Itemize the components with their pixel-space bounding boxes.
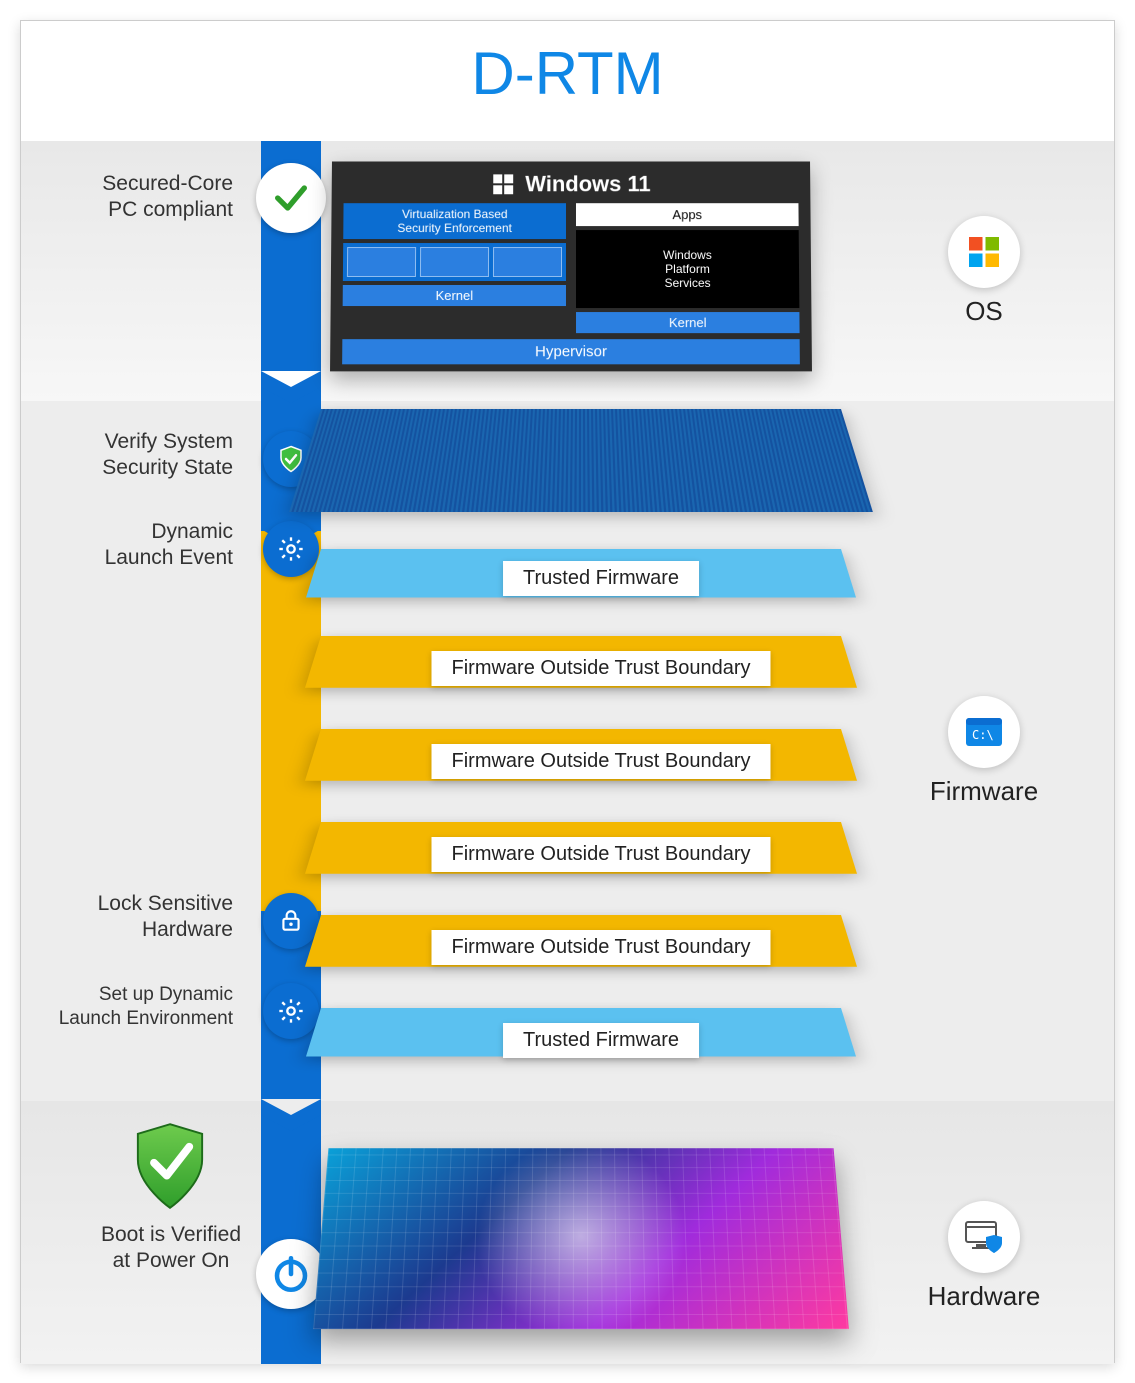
label-verify-state: Verify System Security State [102,429,233,482]
svg-text:C:\: C:\ [972,728,994,742]
trusted-plane-b-label: Trusted Firmware [503,1023,699,1058]
untrusted-plane-1-label: Firmware Outside Trust Boundary [432,651,771,686]
hypervisor-bar: Hypervisor [342,339,800,364]
trustlet-1 [347,247,416,277]
kernel-right: Kernel [576,312,800,333]
windows-header-text: Windows 11 [525,171,650,197]
lock-icon [263,893,319,949]
untrusted-plane-4-label: Firmware Outside Trust Boundary [432,930,771,965]
spine-notch-1b [261,387,321,403]
layer-os-badge: OS [884,216,1084,327]
apps-box: Apps [576,203,799,226]
label-setup-dle: Set up Dynamic Launch Environment [59,983,233,1031]
layer-hardware-badge: Hardware [884,1201,1084,1312]
center-stack: Windows 11 Virtualization Based Security… [351,141,851,1362]
boot-shield-icon [131,1121,209,1211]
fabric-plane [289,409,873,512]
untrusted-plane-3-label: Firmware Outside Trust Boundary [432,837,771,872]
os-card: Windows 11 Virtualization Based Security… [330,161,812,371]
spine-notch-1 [261,371,321,387]
diagram-title: D-RTM [21,21,1114,118]
trustlet-2 [420,247,489,277]
layer-os-label: OS [965,296,1003,327]
terminal-icon: C:\ [948,696,1020,768]
windows-header: Windows 11 [344,171,799,197]
monitor-shield-icon [948,1201,1020,1273]
layer-firmware-label: Firmware [930,776,1038,807]
layer-hardware-label: Hardware [928,1281,1041,1312]
right-layer-column: OS C:\ Firmware Hardware [884,141,1084,1362]
label-lock-hardware: Lock Sensitive Hardware [98,891,233,944]
trustlet-3 [493,247,562,277]
os-right-column: Apps Windows Platform Services Kernel [576,203,800,333]
boot-shield-block: Boot is Verified at Power On [131,1121,311,1275]
label-dynamic-event: Dynamic Launch Event [105,519,233,572]
hardware-board [313,1148,849,1329]
windows-logo-icon [491,172,515,196]
untrusted-plane-2-label: Firmware Outside Trust Boundary [432,744,771,779]
trusted-plane-a-label: Trusted Firmware [503,561,699,596]
spine-notch-2 [261,1099,321,1115]
label-boot-verified: Boot is Verified at Power On [81,1222,261,1275]
label-secured-core: Secured-Core PC compliant [102,171,233,224]
trustlets-row [343,243,566,281]
layer-firmware-badge: C:\ Firmware [884,696,1084,807]
wps-box: Windows Platform Services [576,230,799,308]
gear2-icon [263,983,319,1039]
kernel-left: Kernel [343,285,566,306]
gear1-icon [263,521,319,577]
check-icon [256,163,326,233]
windows-color-icon [948,216,1020,288]
vbs-box: Virtualization Based Security Enforcemen… [343,203,566,239]
os-left-column: Virtualization Based Security Enforcemen… [342,203,566,333]
diagram-frame: D-RTM [20,20,1115,1363]
